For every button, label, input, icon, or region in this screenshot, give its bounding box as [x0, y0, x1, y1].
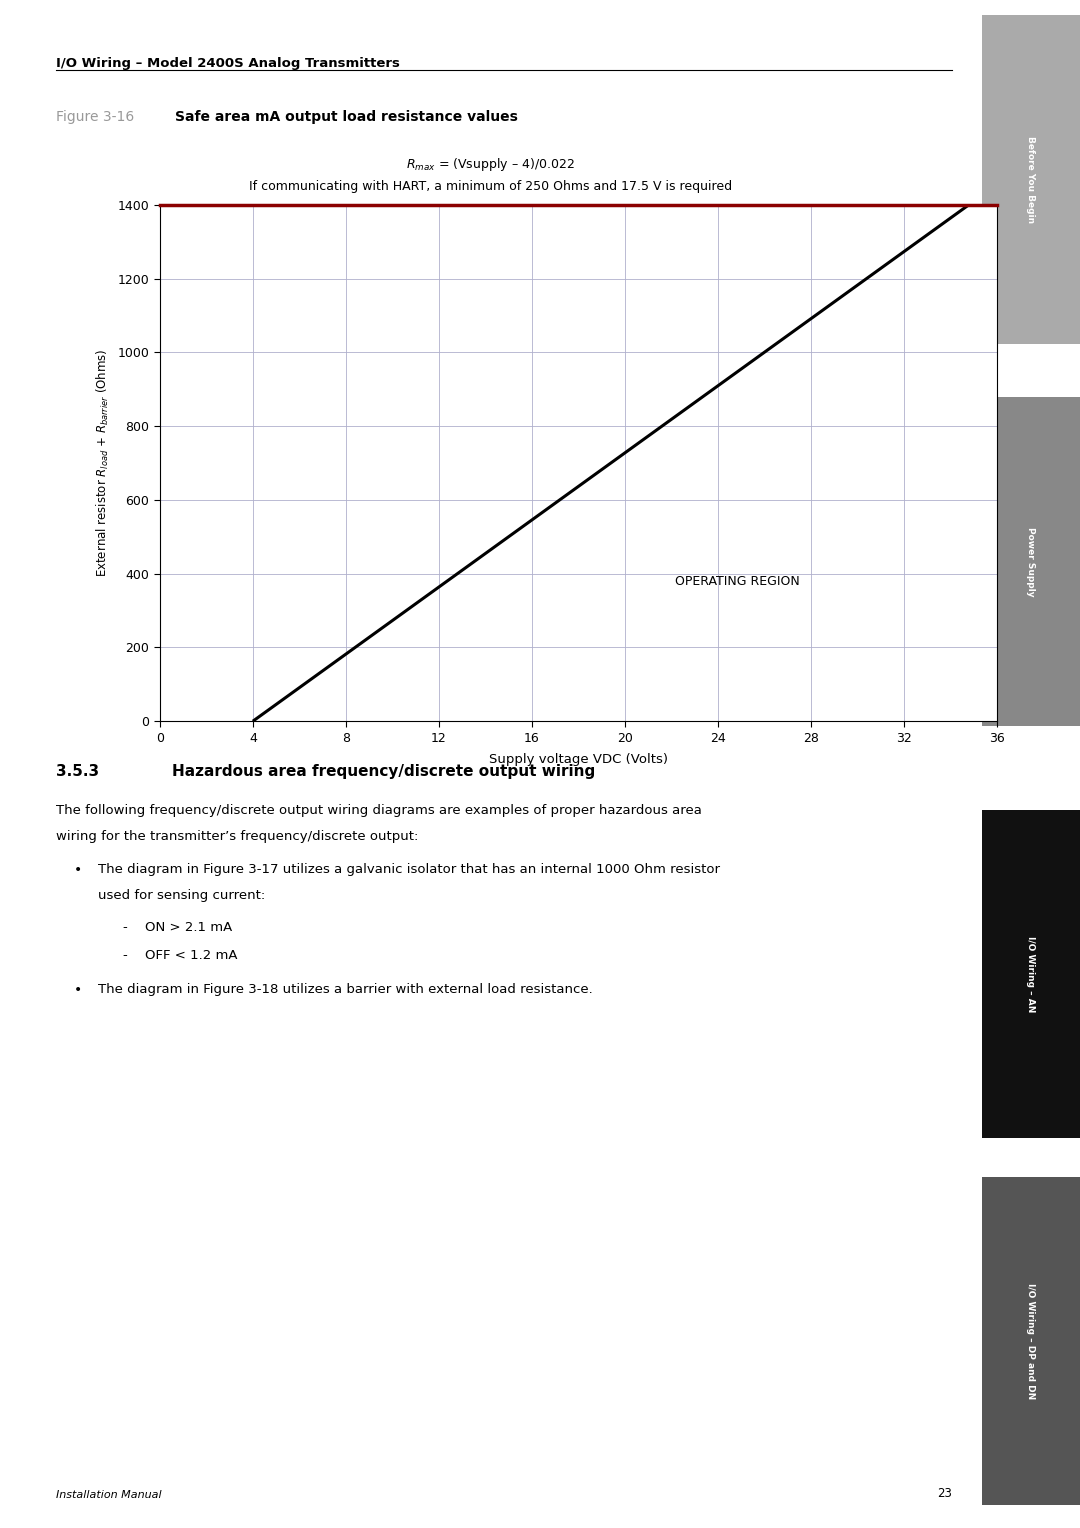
Text: The diagram in Figure 3-18 utilizes a barrier with external load resistance.: The diagram in Figure 3-18 utilizes a ba…	[98, 983, 593, 996]
Text: •: •	[73, 983, 82, 996]
Text: wiring for the transmitter’s frequency/discrete output:: wiring for the transmitter’s frequency/d…	[56, 830, 418, 843]
Text: OPERATING REGION: OPERATING REGION	[675, 575, 799, 588]
Y-axis label: External resistor $R_{load}$ + $R_{barrier}$ (Ohms): External resistor $R_{load}$ + $R_{barri…	[95, 348, 110, 578]
Text: The diagram in Figure 3-17 utilizes a galvanic isolator that has an internal 100: The diagram in Figure 3-17 utilizes a ga…	[98, 863, 720, 877]
Text: 3.5.3: 3.5.3	[56, 764, 99, 779]
Text: Before You Begin: Before You Begin	[1026, 136, 1036, 223]
X-axis label: Supply voltage VDC (Volts): Supply voltage VDC (Volts)	[489, 753, 667, 766]
Text: •: •	[73, 863, 82, 877]
Text: Hazardous area frequency/discrete output wiring: Hazardous area frequency/discrete output…	[172, 764, 595, 779]
Text: -: -	[123, 921, 127, 935]
Text: 23: 23	[937, 1487, 953, 1500]
Text: If communicating with HART, a minimum of 250 Ohms and 17.5 V is required: If communicating with HART, a minimum of…	[249, 180, 732, 194]
Text: ON > 2.1 mA: ON > 2.1 mA	[146, 921, 232, 935]
Text: I/O Wiring – DP and DN: I/O Wiring – DP and DN	[1026, 1282, 1036, 1400]
Text: Installation Manual: Installation Manual	[56, 1490, 162, 1500]
Text: I/O Wiring – Model 2400S Analog Transmitters: I/O Wiring – Model 2400S Analog Transmit…	[56, 57, 400, 70]
Text: Safe area mA output load resistance values: Safe area mA output load resistance valu…	[175, 110, 517, 124]
Text: -: -	[123, 949, 127, 963]
Bar	[982, 1177, 1080, 1505]
Bar	[982, 15, 1080, 344]
Text: Figure 3-16: Figure 3-16	[56, 110, 134, 124]
Bar	[982, 810, 1080, 1138]
Text: used for sensing current:: used for sensing current:	[98, 889, 266, 903]
Bar	[982, 397, 1080, 726]
Text: OFF < 1.2 mA: OFF < 1.2 mA	[146, 949, 238, 963]
Text: $R_{max}$ = (Vsupply – 4)/0.022: $R_{max}$ = (Vsupply – 4)/0.022	[406, 156, 576, 173]
Text: I/O Wiring – AN: I/O Wiring – AN	[1026, 937, 1036, 1012]
Text: The following frequency/discrete output wiring diagrams are examples of proper h: The following frequency/discrete output …	[56, 804, 702, 817]
Text: Power Supply: Power Supply	[1026, 527, 1036, 596]
